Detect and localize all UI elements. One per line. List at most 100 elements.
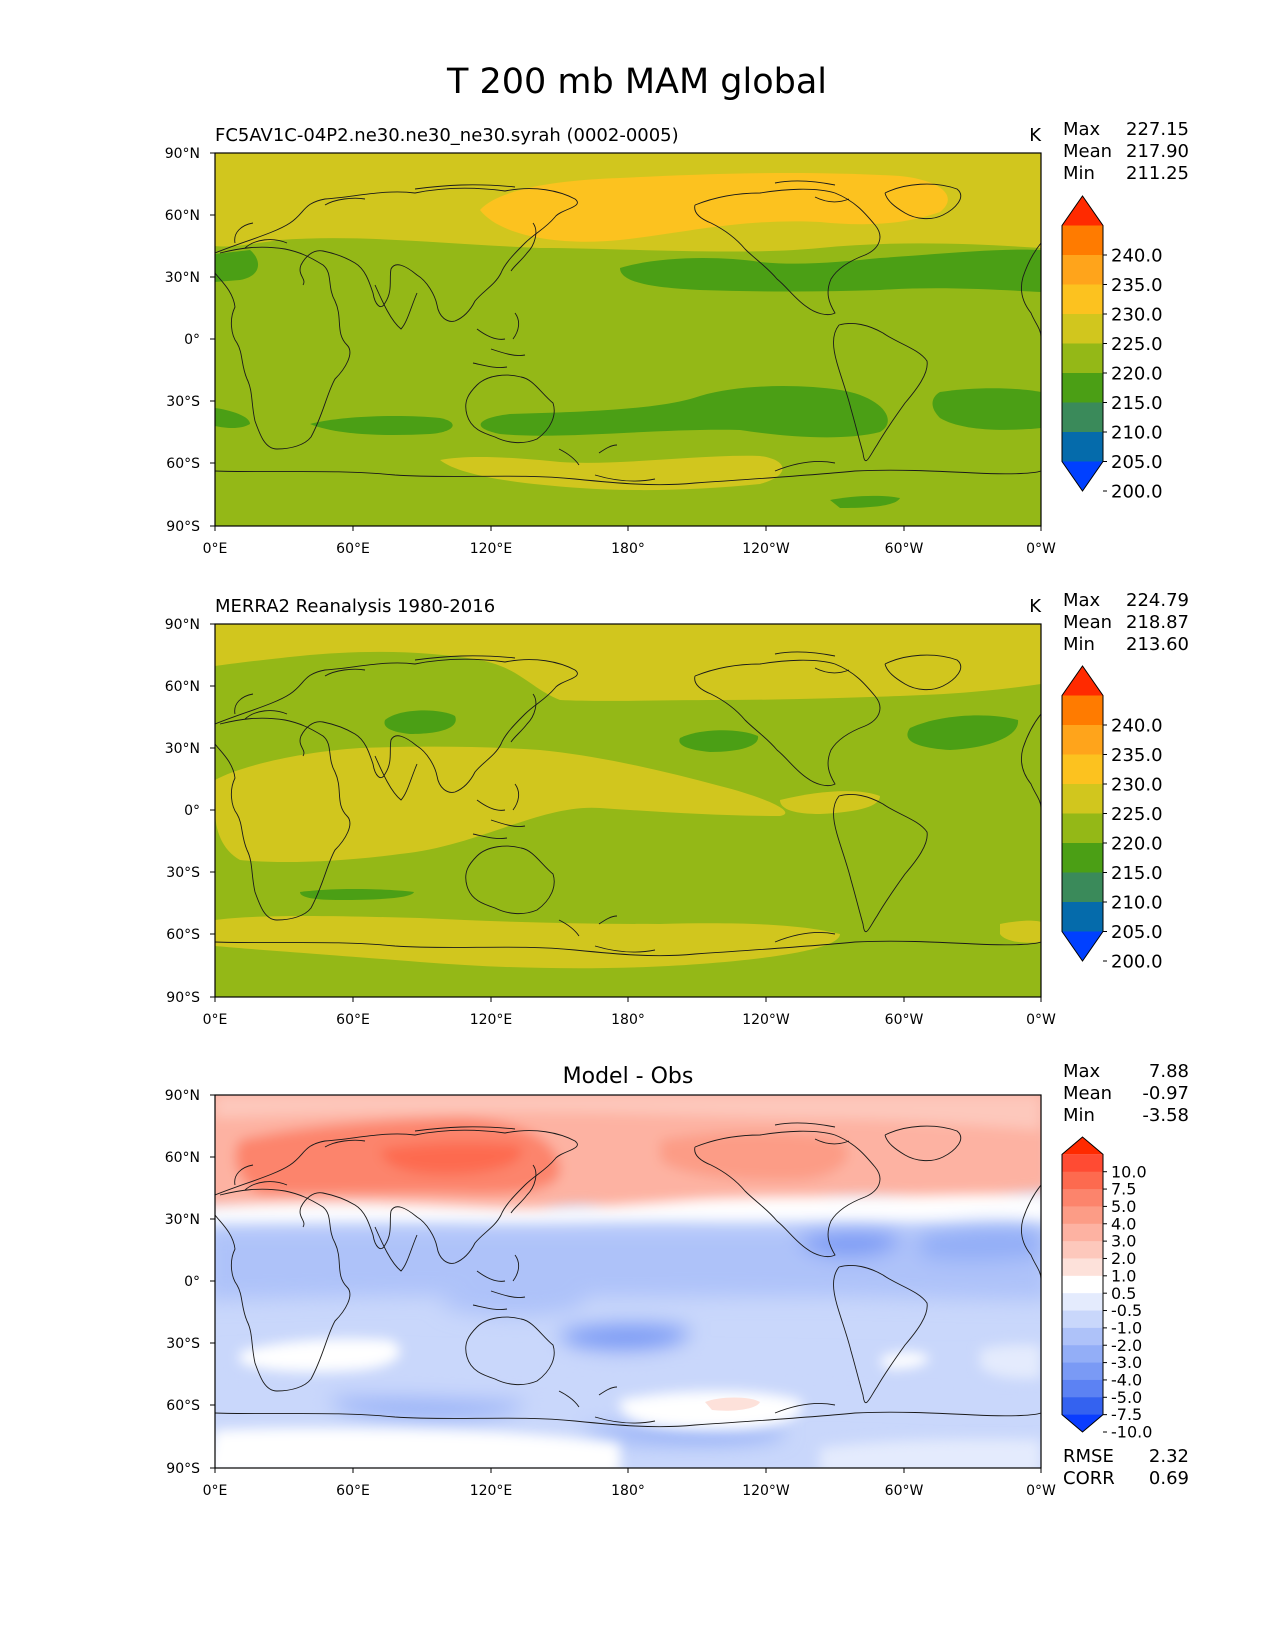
- colorbar-label: 3.0: [1111, 1232, 1136, 1251]
- stat-label: Mean: [1063, 612, 1112, 633]
- colorbar-label: 205.0: [1111, 922, 1163, 943]
- lat-tick: 30°S: [166, 1336, 200, 1352]
- stat-value: -0.97: [1142, 1083, 1189, 1104]
- stat-value: 213.60: [1126, 634, 1189, 655]
- lon-tick: 120°W: [742, 1483, 790, 1499]
- lat-tick: 60°S: [166, 1398, 200, 1414]
- colorbar-label: 225.0: [1111, 804, 1163, 825]
- colorbar-bin: [1062, 1223, 1103, 1242]
- lon-axis: 0°E 60°E 120°E 180° 120°W 60°W 0°W: [203, 1468, 1056, 1499]
- panel-title: FC5AV1C-04P2.ne30.ne30_ne30.syrah (0002-…: [215, 125, 679, 146]
- lat-tick: 60°S: [166, 927, 200, 943]
- stat-value: 224.79: [1126, 590, 1189, 611]
- colorbar-label: -2.0: [1111, 1336, 1142, 1355]
- units-label: K: [1029, 125, 1042, 146]
- lon-tick: 0°E: [203, 1483, 228, 1499]
- stat-label: Max: [1063, 590, 1101, 611]
- colorbar-bin: [1062, 314, 1103, 344]
- colorbar-label: 210.0: [1111, 892, 1163, 913]
- lon-tick: 60°W: [885, 1012, 924, 1028]
- stat-value: 7.88: [1149, 1061, 1189, 1082]
- lat-tick: 60°N: [165, 1150, 200, 1166]
- stat-label: Max: [1063, 119, 1101, 140]
- map-field: [215, 624, 1041, 997]
- colorbar-label: 10.0: [1111, 1162, 1147, 1181]
- lat-tick: 90°S: [166, 1461, 200, 1477]
- colorbar-bin: [1062, 373, 1103, 403]
- map-field: [215, 1095, 1041, 1468]
- lat-tick: 90°N: [165, 146, 200, 162]
- panel-difference: Model - Obs: [165, 1061, 1189, 1499]
- lon-tick: 180°: [611, 1012, 645, 1028]
- lon-tick: 60°W: [885, 1483, 924, 1499]
- rmse-label: RMSE: [1063, 1446, 1114, 1467]
- stat-label: Max: [1063, 1061, 1101, 1082]
- colorbar-bin: [1062, 1379, 1103, 1398]
- lat-tick: 30°N: [165, 270, 200, 286]
- colorbar-label: 0.5: [1111, 1284, 1136, 1303]
- colorbar-label: -0.5: [1111, 1301, 1142, 1320]
- map-field: [215, 153, 1041, 526]
- colorbar-label: 220.0: [1111, 833, 1163, 854]
- stat-value: 227.15: [1126, 119, 1189, 140]
- colorbar-bin: [1062, 1293, 1103, 1312]
- corr-label: CORR: [1063, 1468, 1115, 1489]
- corr-value: 0.69: [1149, 1468, 1189, 1489]
- lat-tick: 60°S: [166, 456, 200, 472]
- stat-value: 217.90: [1126, 141, 1189, 162]
- colorbar-label: 240.0: [1111, 245, 1163, 266]
- lat-axis: 90°N 60°N 30°N 0° 30°S 60°S 90°S: [165, 146, 215, 535]
- stat-label: Mean: [1063, 1083, 1112, 1104]
- colorbar-bin: [1062, 1275, 1103, 1294]
- stat-label: Min: [1063, 1105, 1095, 1126]
- lat-tick: 60°N: [165, 679, 200, 695]
- lon-tick: 180°: [611, 541, 645, 557]
- lon-tick: 60°E: [336, 1012, 370, 1028]
- colorbar-label: 210.0: [1111, 422, 1163, 443]
- colorbar-bin: [1062, 754, 1103, 785]
- colorbar-bin: [1062, 255, 1103, 285]
- colorbar-bin: [1062, 1241, 1103, 1259]
- colorbar-extend-min: [1062, 461, 1103, 491]
- colorbar-bin: [1062, 402, 1103, 433]
- lat-tick: 90°S: [166, 990, 200, 1006]
- colorbar-bin: [1062, 432, 1103, 462]
- lat-tick: 90°N: [165, 1088, 200, 1104]
- lon-tick: 0°W: [1026, 1483, 1056, 1499]
- colorbar-bin: [1062, 1327, 1103, 1346]
- lat-tick: 30°N: [165, 1212, 200, 1228]
- colorbar-bin: [1062, 872, 1103, 903]
- colorbar-bin: [1062, 695, 1103, 726]
- lat-tick: 30°S: [166, 394, 200, 410]
- colorbar-bin: [1062, 225, 1103, 256]
- colorbar-label: 2.0: [1111, 1249, 1136, 1268]
- colorbar-label: -7.5: [1111, 1405, 1142, 1424]
- colorbar-bin: [1062, 1258, 1103, 1277]
- panel-model: FC5AV1C-04P2.ne30.ne30_ne30.syrah (0002-…: [165, 119, 1189, 557]
- lon-tick: 120°W: [742, 1012, 790, 1028]
- stat-label: Min: [1063, 163, 1095, 184]
- lon-tick: 0°E: [203, 541, 228, 557]
- lat-tick: 0°: [184, 803, 200, 819]
- lon-tick: 60°W: [885, 541, 924, 557]
- colorbar: 10.07.55.04.03.02.01.00.5-0.5-1.0-2.0-3.…: [1061, 1136, 1152, 1442]
- colorbar: 240.0 235.0 230.0 225.0 220.0 215.0 210.0 205.0…: [1061, 665, 1163, 972]
- colorbar-label: 215.0: [1111, 393, 1163, 414]
- colorbar-label: -1.0: [1111, 1318, 1142, 1337]
- colorbar-label: 235.0: [1111, 745, 1163, 766]
- colorbar-bin: [1062, 1345, 1103, 1364]
- lon-tick: 0°E: [203, 1012, 228, 1028]
- colorbar-label: 225.0: [1111, 334, 1163, 355]
- colorbar-label: 1.0: [1111, 1266, 1136, 1285]
- lon-tick: 0°W: [1026, 1012, 1056, 1028]
- lat-axis: 90°N 60°N 30°N 0° 30°S 60°S 90°S: [165, 1088, 215, 1477]
- colorbar-label: 4.0: [1111, 1214, 1136, 1233]
- lon-axis: 0°E 60°E 120°E 180° 120°W 60°W 0°W: [203, 526, 1056, 557]
- colorbar-label: -10.0: [1111, 1423, 1152, 1442]
- colorbar-bin: [1062, 813, 1103, 844]
- colorbar-label: 205.0: [1111, 452, 1163, 473]
- colorbar-label: -5.0: [1111, 1388, 1142, 1407]
- colorbar-label: -4.0: [1111, 1371, 1142, 1390]
- lon-tick: 180°: [611, 1483, 645, 1499]
